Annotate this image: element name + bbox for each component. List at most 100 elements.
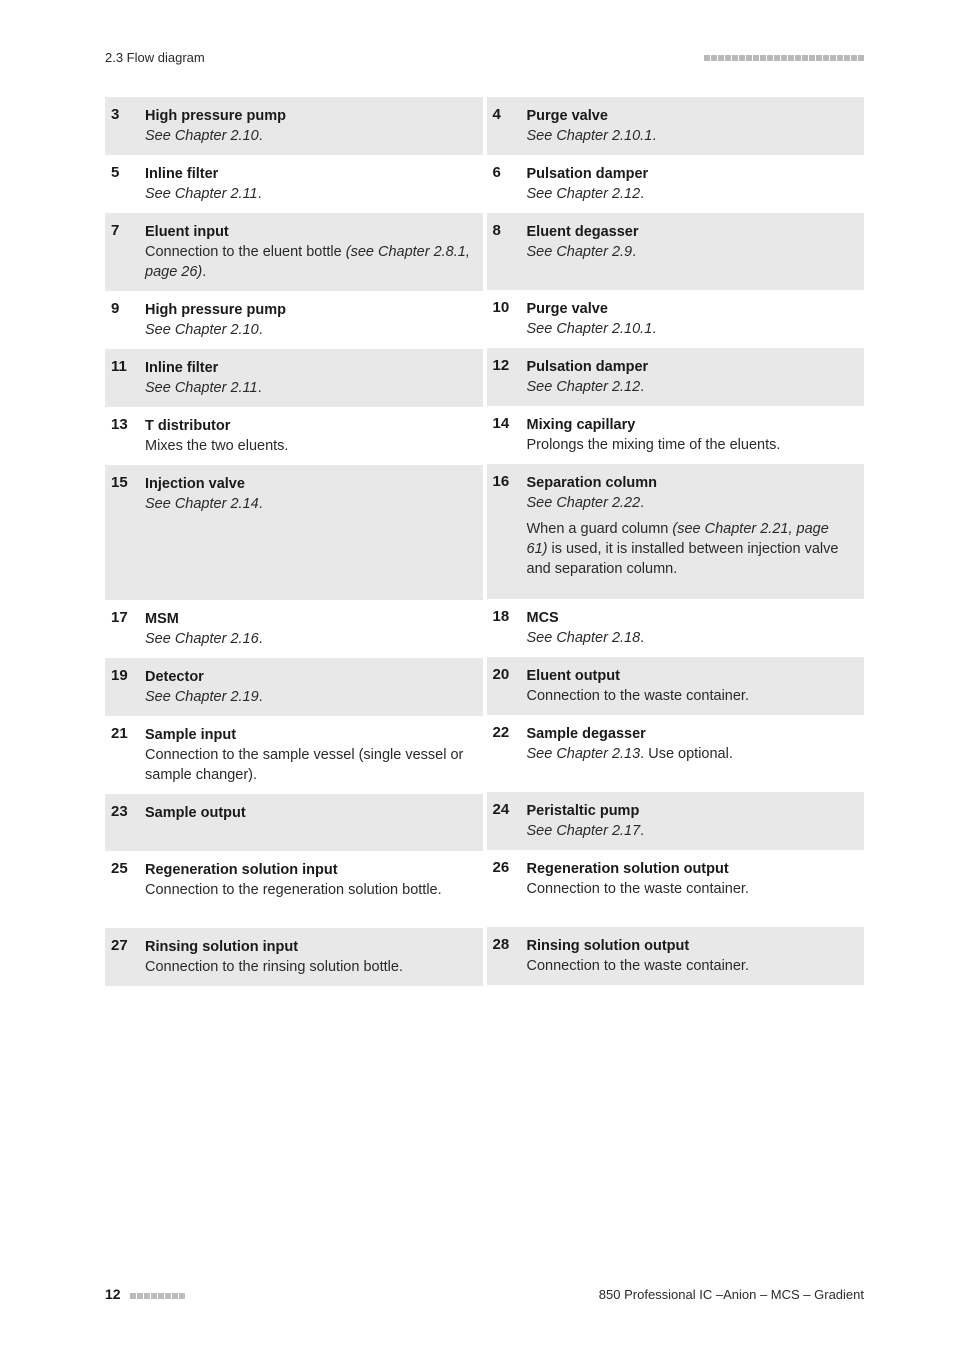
item-description: See Chapter 2.13. Use optional. <box>527 744 853 764</box>
item-number: 9 <box>111 300 145 340</box>
item-description: Prolongs the mixing time of the eluents. <box>527 435 853 455</box>
document-title: 850 Professional IC –Anion – MCS – Gradi… <box>599 1287 864 1302</box>
item-title: High pressure pump <box>145 300 471 320</box>
item-title: MCS <box>527 608 853 628</box>
item-body: Regeneration solution inputConnection to… <box>145 860 471 919</box>
item-number: 20 <box>493 666 527 706</box>
footer-decor <box>130 1293 185 1299</box>
item-title: Eluent input <box>145 222 471 242</box>
item-description: See Chapter 2.17. <box>527 821 853 841</box>
item-number: 28 <box>493 936 527 976</box>
item-number: 18 <box>493 608 527 648</box>
item-number: 15 <box>111 474 145 591</box>
item-description: See Chapter 2.14. <box>145 494 471 514</box>
section-title: 2.3 Flow diagram <box>105 50 205 65</box>
item-title: Detector <box>145 667 471 687</box>
list-item: 23Sample output <box>105 794 483 851</box>
item-title: Peristaltic pump <box>527 801 853 821</box>
item-description: Connection to the regeneration solution … <box>145 880 471 900</box>
item-number: 24 <box>493 801 527 841</box>
item-title: Rinsing solution input <box>145 937 471 957</box>
item-number: 25 <box>111 860 145 919</box>
item-number: 17 <box>111 609 145 649</box>
list-item: 15Injection valveSee Chapter 2.14. <box>105 465 483 600</box>
item-description: See Chapter 2.12. <box>527 184 853 204</box>
header-decor <box>704 55 864 61</box>
list-item: 19DetectorSee Chapter 2.19. <box>105 658 483 716</box>
item-title: Eluent output <box>527 666 853 686</box>
item-body: Rinsing solution inputConnection to the … <box>145 937 471 977</box>
item-body: High pressure pumpSee Chapter 2.10. <box>145 106 471 146</box>
item-body: Pulsation damperSee Chapter 2.12. <box>527 357 853 397</box>
list-item: 7Eluent inputConnection to the eluent bo… <box>105 213 483 291</box>
list-item: 14Mixing capillaryProlongs the mixing ti… <box>487 406 865 464</box>
item-body: Rinsing solution outputConnection to the… <box>527 936 853 976</box>
item-title: Purge valve <box>527 299 853 319</box>
item-body: Sample degasserSee Chapter 2.13. Use opt… <box>527 724 853 783</box>
list-item: 8Eluent degasserSee Chapter 2.9. <box>487 213 865 290</box>
list-item: 12Pulsation damperSee Chapter 2.12. <box>487 348 865 406</box>
item-body: Sample inputConnection to the sample ves… <box>145 725 471 785</box>
item-body: Eluent degasserSee Chapter 2.9. <box>527 222 853 281</box>
item-number: 11 <box>111 358 145 398</box>
item-title: Pulsation damper <box>527 357 853 377</box>
item-description: See Chapter 2.10. <box>145 320 471 340</box>
item-title: Eluent degasser <box>527 222 853 242</box>
list-item: 20Eluent outputConnection to the waste c… <box>487 657 865 715</box>
list-item: 5Inline filterSee Chapter 2.11. <box>105 155 483 213</box>
item-number: 7 <box>111 222 145 282</box>
item-body: Injection valveSee Chapter 2.14. <box>145 474 471 591</box>
item-description: See Chapter 2.12. <box>527 377 853 397</box>
item-body: Regeneration solution outputConnection t… <box>527 859 853 918</box>
item-body: High pressure pumpSee Chapter 2.10. <box>145 300 471 340</box>
item-body: MCSSee Chapter 2.18. <box>527 608 853 648</box>
list-item: 18MCSSee Chapter 2.18. <box>487 599 865 657</box>
item-description: See Chapter 2.11. <box>145 378 471 398</box>
item-body: Separation columnSee Chapter 2.22.When a… <box>527 473 853 590</box>
item-body: T distributorMixes the two eluents. <box>145 416 471 456</box>
item-number: 4 <box>493 106 527 146</box>
item-description: See Chapter 2.10.1. <box>527 319 853 339</box>
item-number: 5 <box>111 164 145 204</box>
item-title: Regeneration solution input <box>145 860 471 880</box>
item-body: Eluent inputConnection to the eluent bot… <box>145 222 471 282</box>
right-column: 4Purge valveSee Chapter 2.10.1.6Pulsatio… <box>487 97 865 986</box>
item-number: 14 <box>493 415 527 455</box>
list-item: 21Sample inputConnection to the sample v… <box>105 716 483 794</box>
item-description: See Chapter 2.16. <box>145 629 471 649</box>
item-number: 27 <box>111 937 145 977</box>
item-title: High pressure pump <box>145 106 471 126</box>
item-body: Mixing capillaryProlongs the mixing time… <box>527 415 853 455</box>
item-body: Eluent outputConnection to the waste con… <box>527 666 853 706</box>
item-number: 13 <box>111 416 145 456</box>
item-description: Connection to the waste container. <box>527 956 853 976</box>
list-item: 24Peristaltic pumpSee Chapter 2.17. <box>487 792 865 850</box>
item-description: See Chapter 2.9. <box>527 242 853 262</box>
item-description: Connection to the waste container. <box>527 879 853 899</box>
item-body: Inline filterSee Chapter 2.11. <box>145 358 471 398</box>
item-title: Sample degasser <box>527 724 853 744</box>
list-item: 27Rinsing solution inputConnection to th… <box>105 928 483 986</box>
list-item: 6Pulsation damperSee Chapter 2.12. <box>487 155 865 213</box>
item-description-2: When a guard column (see Chapter 2.21, p… <box>527 519 853 579</box>
item-number: 21 <box>111 725 145 785</box>
page-header: 2.3 Flow diagram <box>105 50 864 65</box>
item-description: Connection to the sample vessel (single … <box>145 745 471 785</box>
item-description: See Chapter 2.11. <box>145 184 471 204</box>
item-description: See Chapter 2.10. <box>145 126 471 146</box>
item-number: 22 <box>493 724 527 783</box>
item-number: 10 <box>493 299 527 339</box>
item-number: 6 <box>493 164 527 204</box>
item-title: Inline filter <box>145 164 471 184</box>
item-number: 16 <box>493 473 527 590</box>
list-item: 17MSMSee Chapter 2.16. <box>105 600 483 658</box>
item-body: Sample output <box>145 803 471 842</box>
item-title: MSM <box>145 609 471 629</box>
item-number: 26 <box>493 859 527 918</box>
item-title: Rinsing solution output <box>527 936 853 956</box>
list-item: 13T distributorMixes the two eluents. <box>105 407 483 465</box>
item-body: Peristaltic pumpSee Chapter 2.17. <box>527 801 853 841</box>
item-title: T distributor <box>145 416 471 436</box>
list-item: 25Regeneration solution inputConnection … <box>105 851 483 928</box>
list-item: 10Purge valveSee Chapter 2.10.1. <box>487 290 865 348</box>
